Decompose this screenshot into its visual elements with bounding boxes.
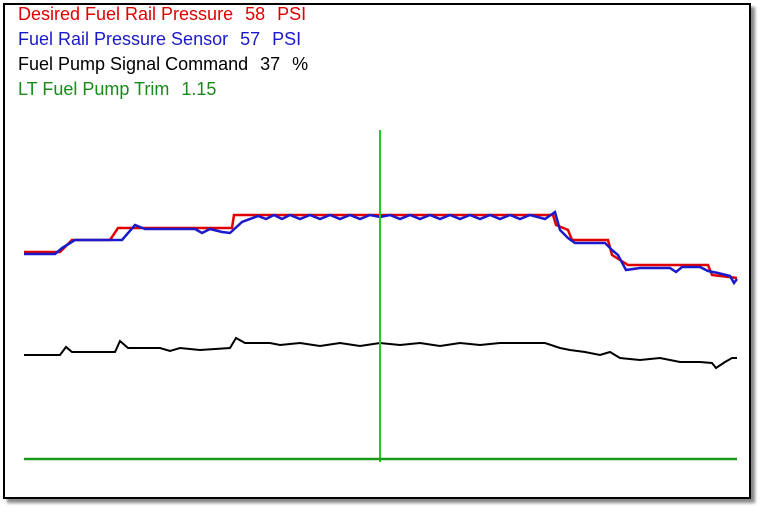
pump-command-trace (24, 336, 737, 370)
readout-unit: PSI (277, 4, 307, 24)
readout-row: Desired Fuel Rail Pressure 58 PSI (18, 4, 318, 25)
readout-unit: % (292, 54, 309, 74)
readout-row: Fuel Pump Signal Command 37% (18, 54, 320, 75)
graph-frame (3, 3, 751, 499)
readout-label: LT Fuel Pump Trim (18, 79, 170, 99)
readout-value: 37 (260, 54, 281, 74)
readout-value: 1.15 (181, 79, 217, 99)
readout-label: Fuel Pump Signal Command (18, 54, 249, 74)
readout-row: Fuel Rail Pressure Sensor 57 PSI (18, 29, 313, 50)
readout-unit: PSI (272, 29, 302, 49)
readout-value: 57 (240, 29, 261, 49)
readout-row: LT Fuel Pump Trim 1.15 (18, 79, 228, 100)
readout-value: 58 (245, 4, 266, 24)
sensor-pressure-trace (24, 209, 738, 286)
readout-label: Desired Fuel Rail Pressure (18, 4, 234, 24)
readout-label: Fuel Rail Pressure Sensor (18, 29, 229, 49)
